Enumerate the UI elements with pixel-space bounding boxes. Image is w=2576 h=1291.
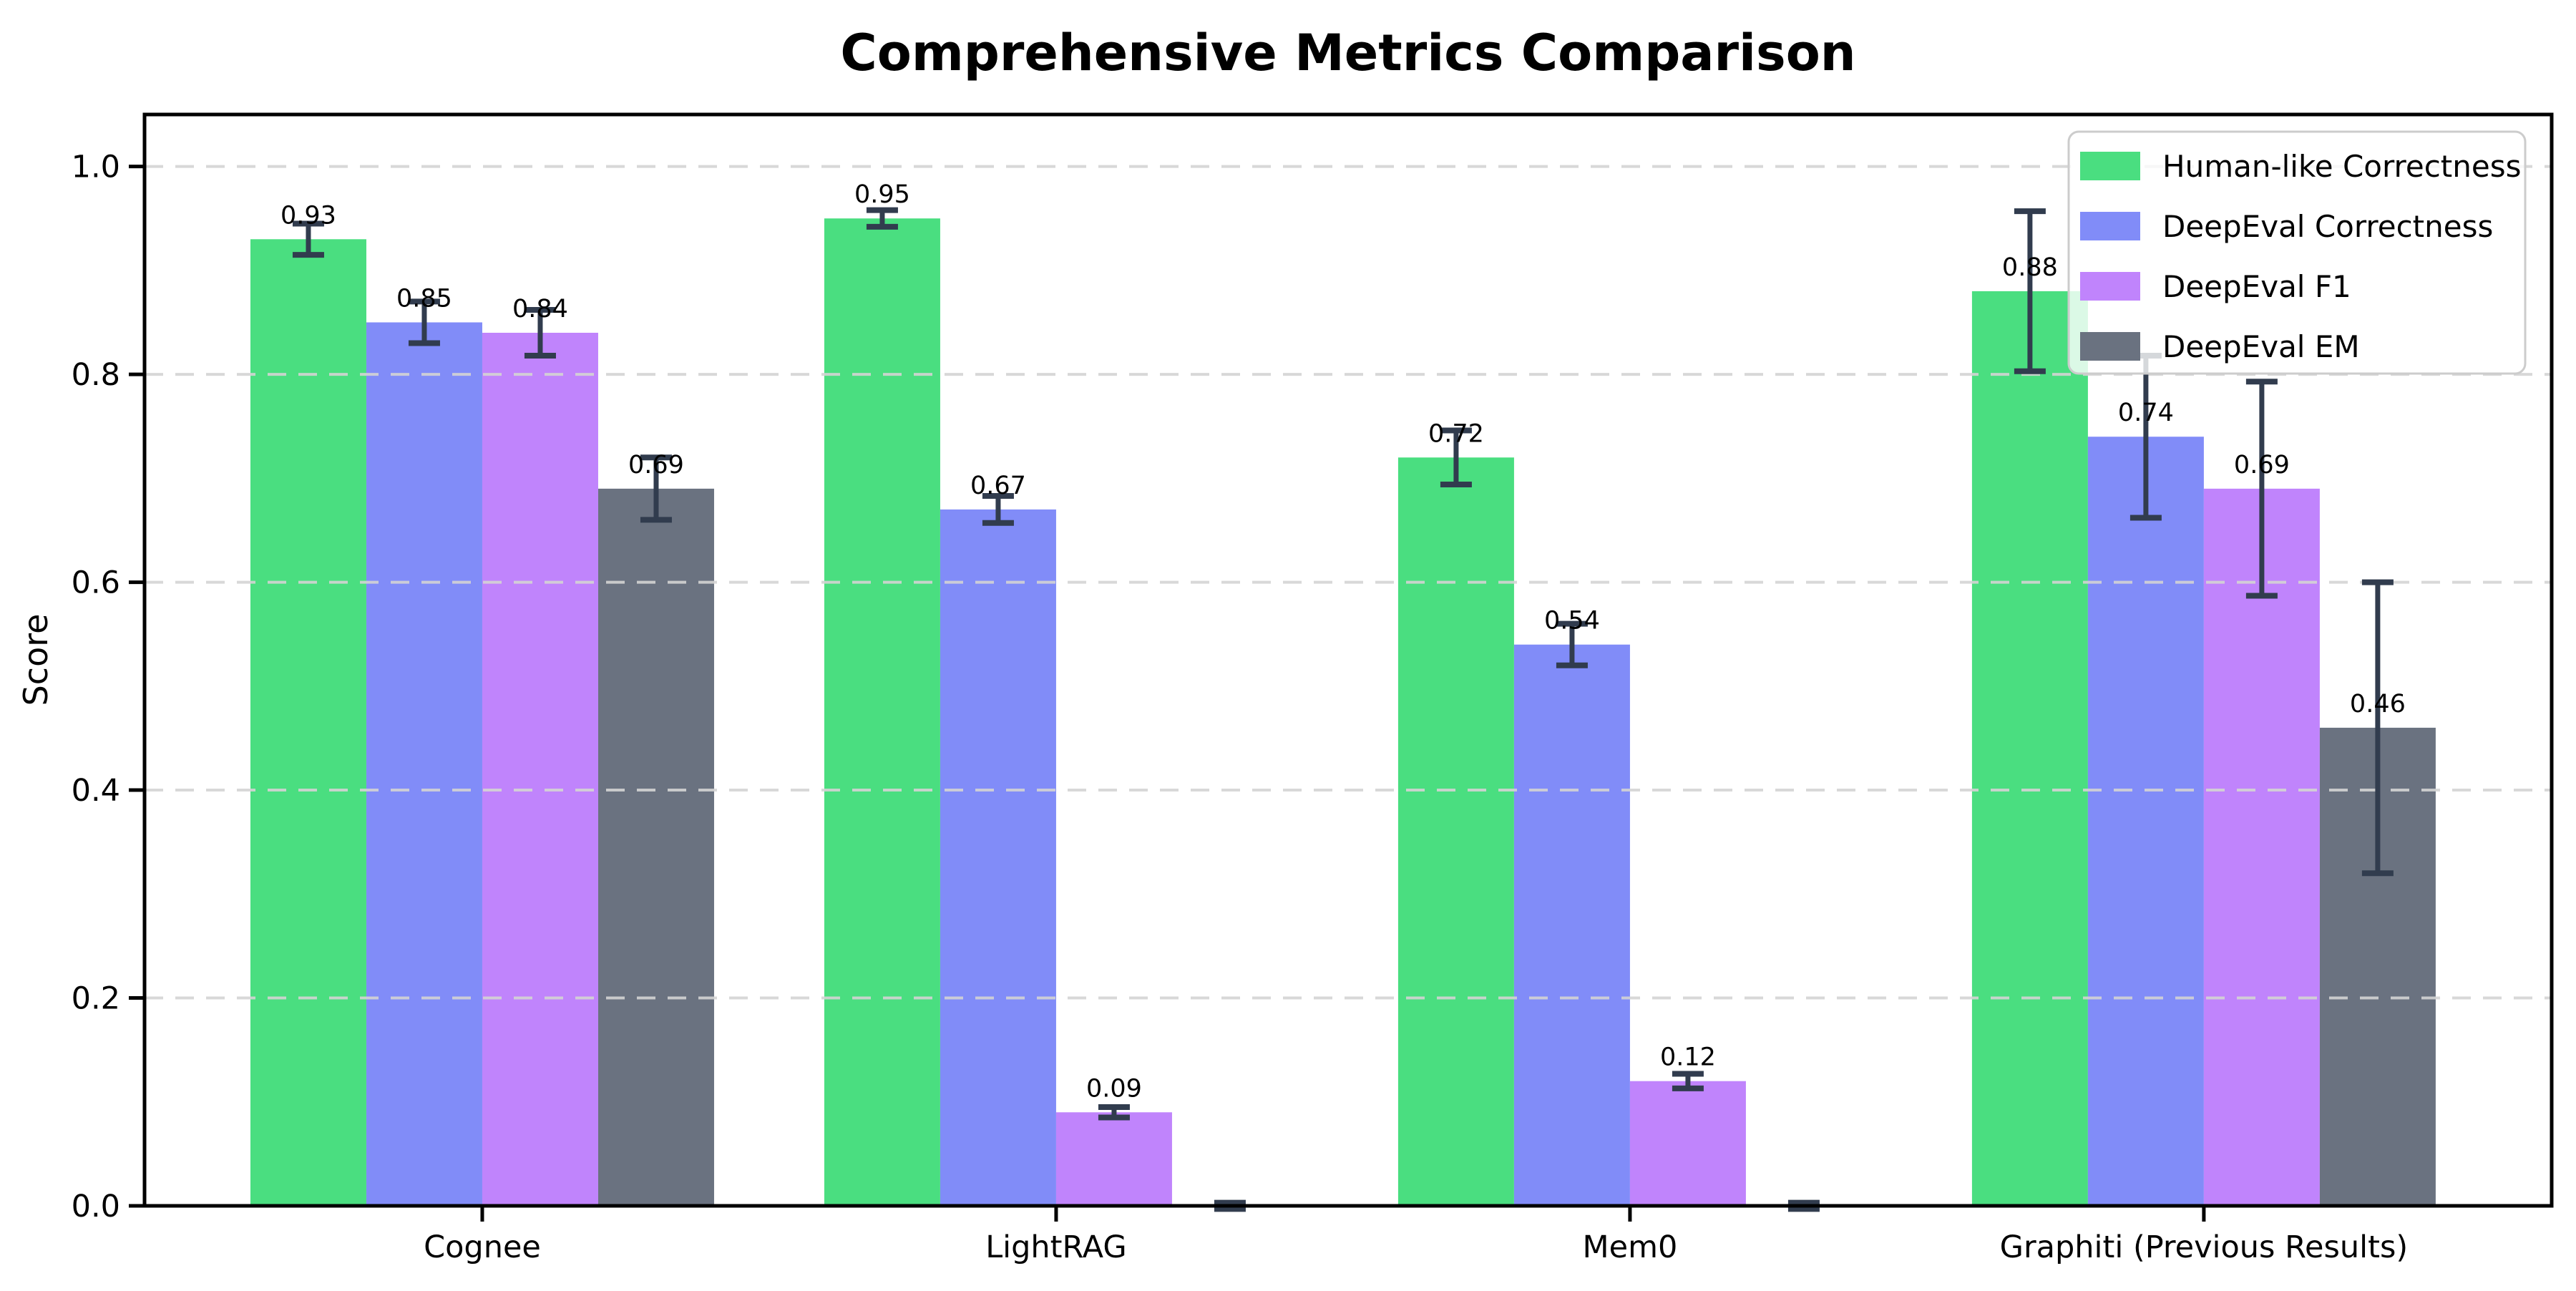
value-label: 0.74 (2118, 399, 2174, 427)
bar (482, 333, 598, 1206)
bar (597, 488, 714, 1206)
legend-swatch (2080, 212, 2140, 240)
value-label: 0.93 (280, 201, 336, 230)
bar (824, 218, 940, 1207)
chart-title: Comprehensive Metrics Comparison (840, 24, 1855, 82)
legend-label: DeepEval EM (2162, 329, 2360, 364)
y-tick-label: 0.2 (72, 981, 120, 1017)
value-label: 0.84 (512, 295, 568, 323)
y-tick-label: 1.0 (72, 150, 120, 185)
bar (1397, 457, 1514, 1207)
x-tick-label: Cognee (424, 1229, 541, 1265)
bar (940, 509, 1056, 1206)
legend-label: Human-like Correctness (2162, 149, 2522, 184)
y-tick-label: 0.4 (72, 773, 120, 809)
value-label: 0.95 (854, 180, 910, 209)
y-axis-label: Score (16, 614, 55, 706)
plot-border (142, 112, 2554, 1208)
value-label: 0.67 (970, 472, 1026, 500)
legend: Human-like Correctness DeepEval Correctne… (2080, 149, 2522, 364)
value-label: 0.69 (2234, 451, 2290, 479)
bar (250, 239, 366, 1207)
legend-item: Human-like Correctness (2080, 149, 2522, 184)
y-tick-label: 0.0 (72, 1189, 120, 1224)
y-tick-label: 0.8 (72, 357, 120, 393)
bar (1055, 1112, 1172, 1206)
value-label: 0.72 (1428, 419, 1484, 448)
value-label: 0.88 (2002, 253, 2058, 282)
legend-swatch (2080, 152, 2140, 180)
legend-item: DeepEval EM (2080, 329, 2360, 364)
x-tick-label: LightRAG (985, 1229, 1126, 1265)
legend-item: DeepEval Correctness (2080, 209, 2493, 244)
bar (1629, 1081, 1746, 1206)
value-label: 0.85 (396, 284, 452, 313)
legend-swatch (2080, 332, 2140, 361)
legend-label: DeepEval Correctness (2162, 209, 2493, 244)
legend-box (2067, 130, 2527, 375)
value-label: 0.12 (1660, 1043, 1716, 1072)
legend-swatch (2080, 272, 2140, 301)
bar (1513, 644, 1630, 1206)
y-tick-label: 0.6 (72, 565, 120, 601)
value-label: 0.69 (628, 451, 684, 479)
x-tick-label: Graphiti (Previous Results) (2000, 1229, 2409, 1265)
bar (2203, 488, 2320, 1206)
value-label: 0.46 (2350, 690, 2406, 718)
bar (1971, 291, 2088, 1206)
x-tick-label: Mem0 (1583, 1229, 1678, 1265)
bar (2087, 437, 2204, 1207)
legend-item: DeepEval F1 (2080, 269, 2351, 304)
value-label: 0.09 (1086, 1074, 1142, 1103)
bar (366, 322, 482, 1206)
value-label: 0.54 (1544, 607, 1600, 635)
legend-label: DeepEval F1 (2162, 269, 2351, 304)
